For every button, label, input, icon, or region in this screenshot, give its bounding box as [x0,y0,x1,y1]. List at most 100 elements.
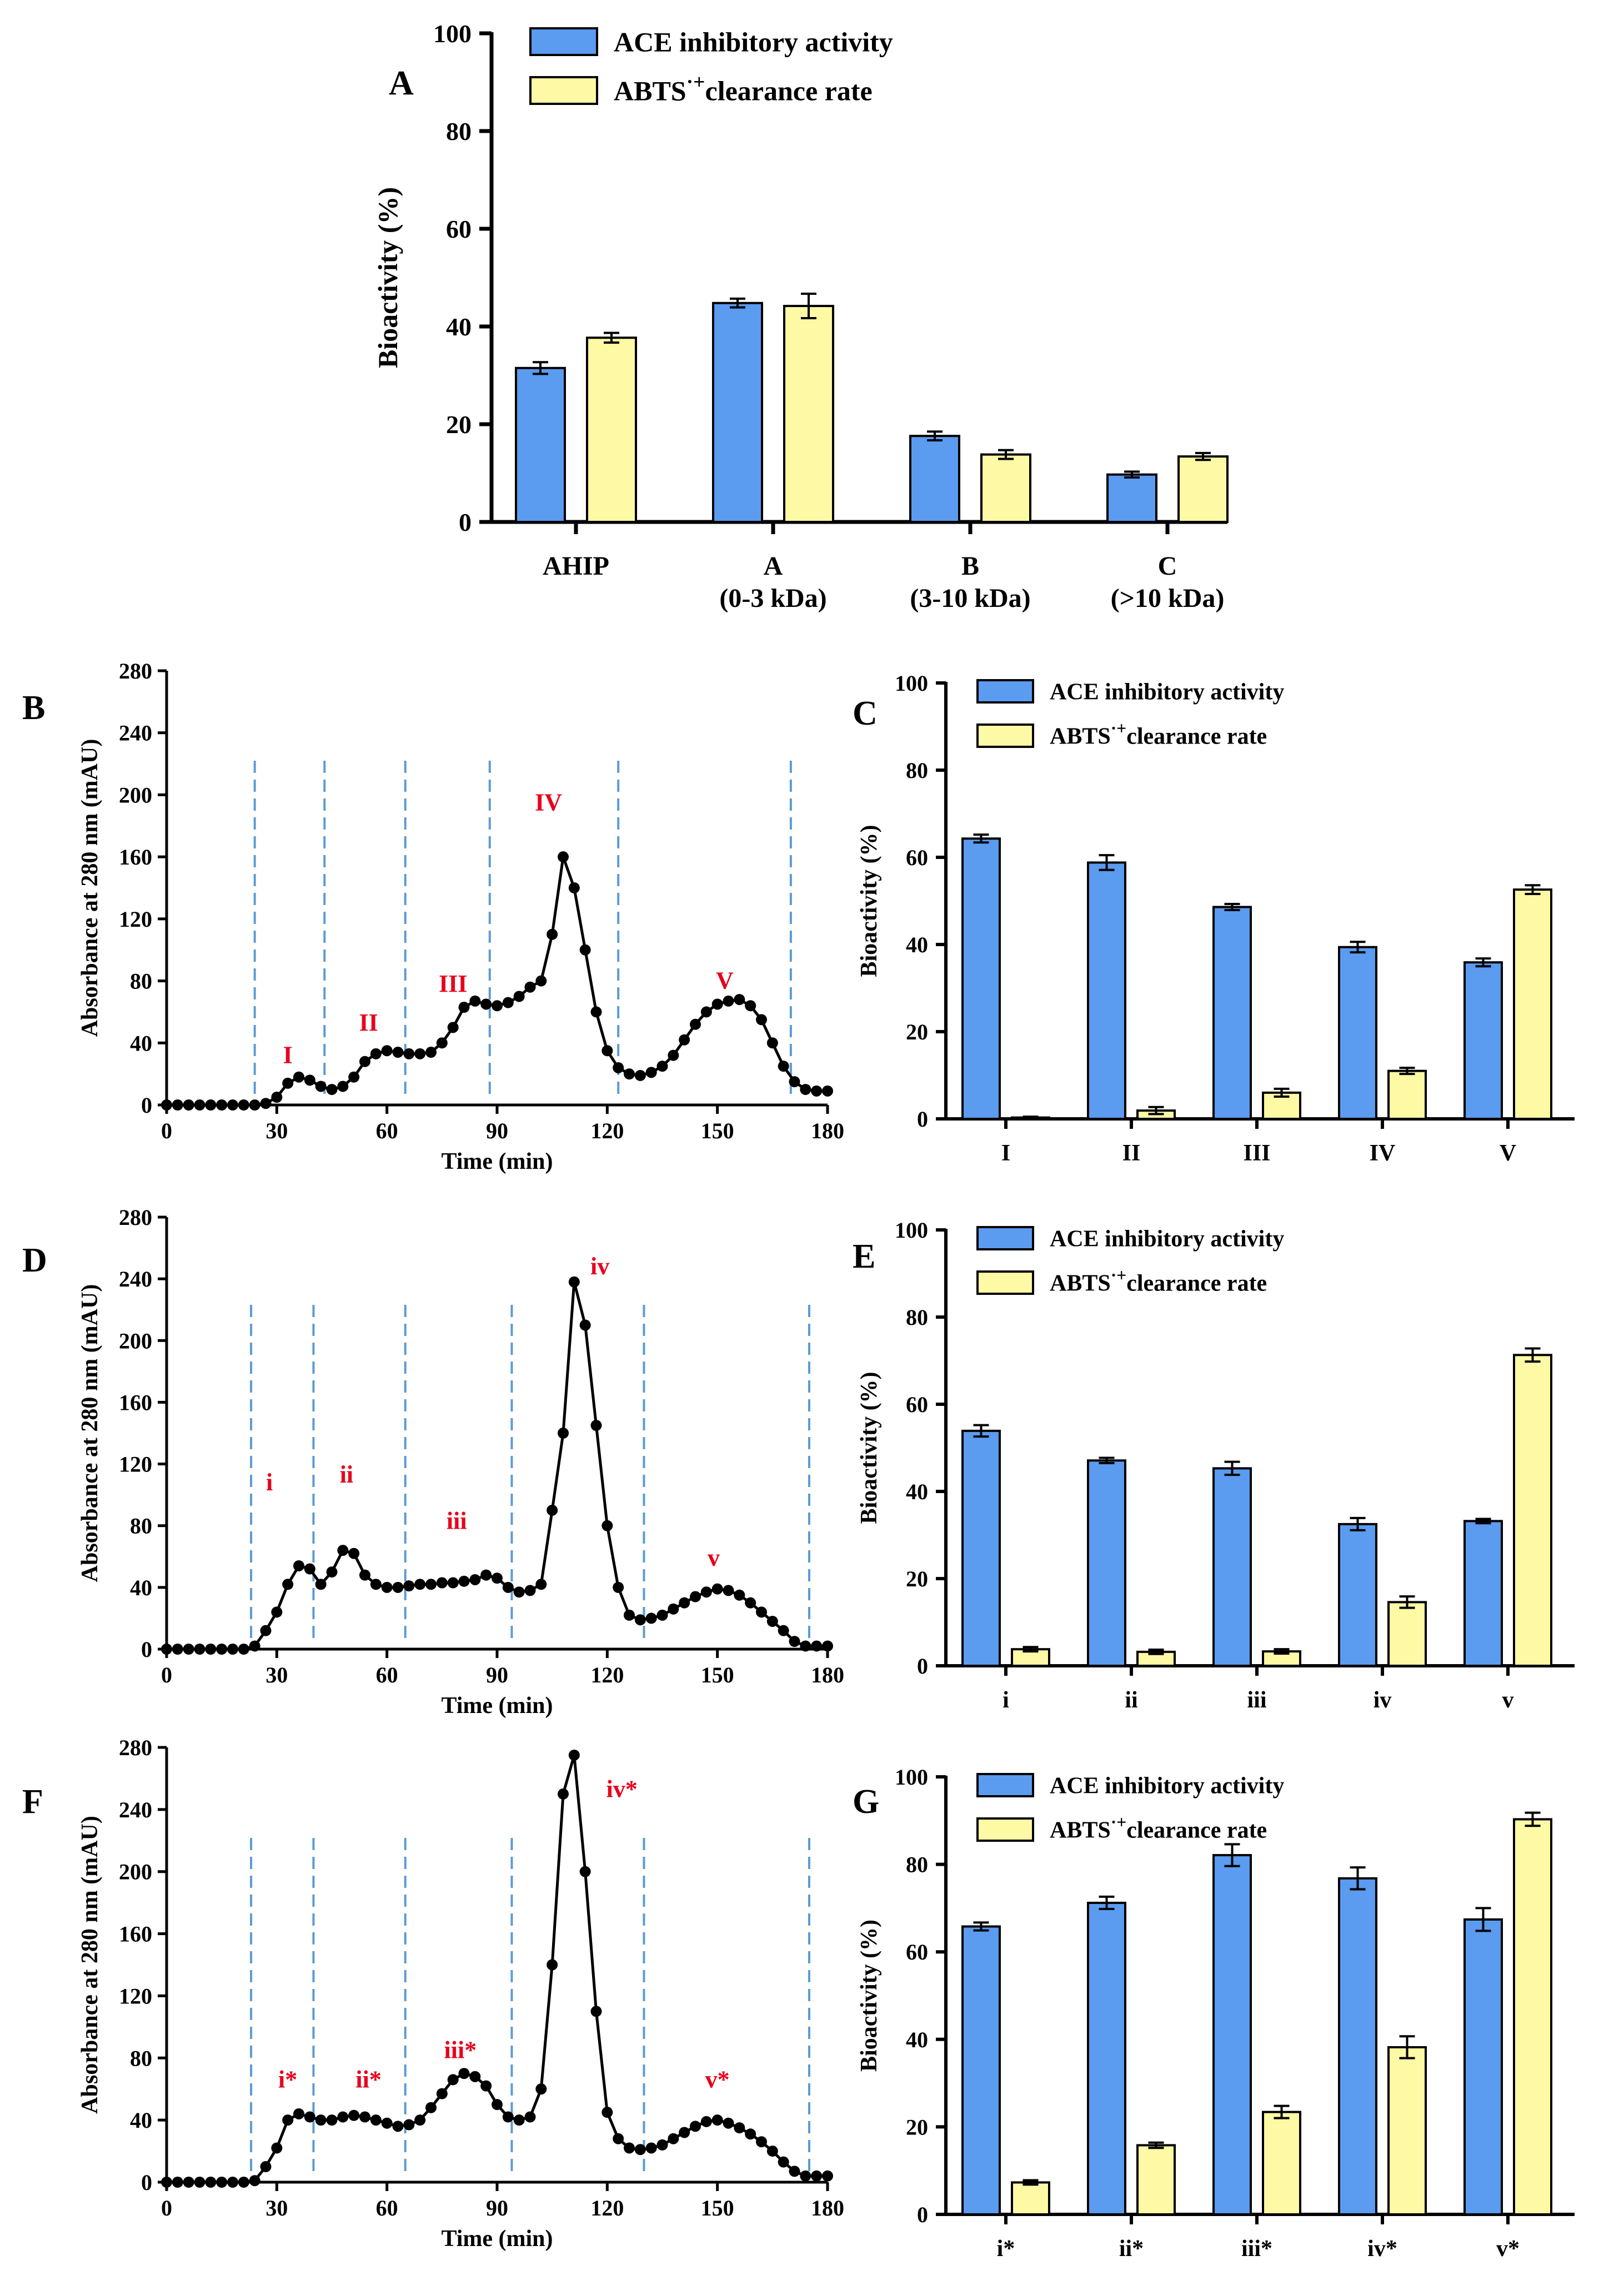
data-point [249,2175,260,2187]
data-point [568,1276,580,1288]
x-tick-label: 30 [265,2195,288,2220]
y-tick-label: 100 [895,671,928,696]
x-tick-label: 90 [486,1662,508,1687]
data-point [458,1575,470,1587]
legend-abts-prefix: ABTS [1050,724,1111,750]
data-point [469,1574,481,1585]
data-point [348,1548,360,1559]
legend-abts-superscript: ·+ [686,71,705,94]
data-point [172,2177,183,2188]
x-tick-label: 120 [590,1118,624,1143]
x-tick-label: 30 [265,1662,288,1687]
legend-abts-prefix: ABTS [1050,1271,1111,1297]
data-point [381,2117,393,2129]
y-axis-label: Absorbance at 280 nm (mAU) [77,739,103,1037]
bar-abts-4 [1513,888,1552,1120]
y-tick-label: 20 [906,2114,928,2139]
y-tick-label: 100 [895,1765,928,1790]
data-point [513,1586,525,1598]
data-point [326,1084,338,1096]
data-point [645,1612,657,1624]
y-tick-label: 60 [906,1392,928,1417]
y-tick-label: 100 [895,1218,928,1243]
y-tick-label: 80 [906,1305,928,1330]
x-category-label: (0-3 kDa) [719,584,826,613]
data-point [668,1603,679,1615]
data-point [690,2121,701,2132]
data-point [293,2108,304,2119]
x-category-label: I [1001,1141,1010,1166]
y-tick-label: 20 [906,1019,928,1044]
y-tick-label: 0 [141,2170,152,2195]
bar-abts-2 [1262,2111,1301,2215]
data-point [524,1585,536,1596]
x-tick-label: 150 [701,2195,734,2220]
x-tick-label: 60 [376,2195,398,2220]
data-point [337,1545,349,1556]
peak-label: I [283,1042,293,1069]
x-category-label: A [764,551,783,581]
y-tick-label: 160 [119,1922,152,1947]
y-tick-label: 40 [906,932,928,957]
y-axis-label: Absorbance at 280 nm (mAU) [77,1816,103,2114]
legend-abts-superscript: ·+ [1111,719,1126,738]
data-point [800,1640,811,1652]
data-point [590,1006,602,1018]
data-point [392,1581,404,1593]
x-tick-label: 120 [590,2195,624,2220]
data-point [304,1563,315,1575]
legend-abts-prefix: ABTS [614,76,686,107]
x-category-label: V [1500,1141,1516,1166]
data-point [183,2177,194,2188]
y-tick-label: 120 [119,907,152,932]
data-point [558,1428,569,1439]
bar-ace-0 [961,1925,1001,2216]
y-tick-label: 0 [459,508,472,536]
data-point [271,1606,283,1618]
data-point [183,1644,194,1655]
data-point [381,1045,393,1057]
data-point [238,1644,249,1655]
data-point [535,2083,547,2095]
data-point [711,2114,723,2126]
data-point [645,1067,657,1078]
data-point [778,1625,789,1636]
data-point [183,1099,194,1111]
x-category-label: II [1122,1141,1141,1166]
data-point [624,1609,635,1621]
y-tick-label: 0 [141,1093,152,1118]
data-point [690,1591,701,1602]
data-point [370,1579,382,1590]
y-tick-label: 0 [917,1107,928,1132]
data-point [436,2088,448,2099]
legend-abts-suffix: clearance rate [1126,1271,1267,1297]
y-tick-label: 40 [906,1479,928,1504]
y-tick-label: 80 [130,2046,152,2071]
data-point [205,1099,217,1111]
data-point [745,1597,756,1609]
data-point [326,1566,338,1578]
bar-ace-4 [1463,1918,1503,2215]
data-point [249,1640,260,1652]
data-point [359,2111,370,2123]
y-tick-label: 200 [119,1328,152,1353]
bar-ace-3 [1338,1877,1377,2215]
data-point [447,1022,459,1033]
x-category-label: (3-10 kDa) [910,584,1030,613]
y-tick-label: 20 [906,1566,928,1591]
data-point [613,1062,624,1073]
data-point [172,1099,183,1111]
y-tick-label: 40 [446,313,472,341]
data-point [690,1018,701,1030]
data-point [613,1581,624,1593]
y-tick-label: 280 [119,659,152,684]
bar-ace-4 [1463,961,1503,1121]
bar-abts-3 [1177,455,1229,524]
y-tick-label: 0 [141,1637,152,1662]
y-axis-label: Bioactivity (%) [856,1920,882,2072]
data-point [304,2111,315,2123]
data-point [811,1640,823,1652]
data-point [679,1597,690,1609]
panel-letter: F [22,1783,43,1821]
